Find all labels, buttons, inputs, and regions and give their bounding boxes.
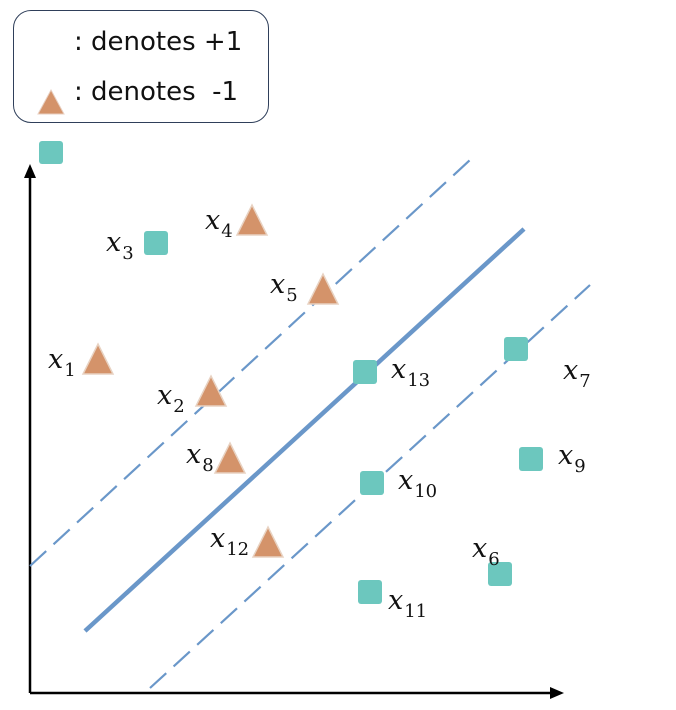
point-label-x11-var: x <box>388 585 403 616</box>
point-label-x10: x10 <box>398 465 437 502</box>
legend-box: : denotes +1 : denotes -1 <box>13 10 269 164</box>
point-label-x4: x4 <box>205 205 233 242</box>
point-marker-x12-triangle <box>251 525 285 558</box>
decision-boundary-line <box>83 227 526 633</box>
point-label-x2-var: x <box>157 380 172 411</box>
point-label-x8-var: x <box>186 439 201 470</box>
point-label-x10-sub: 10 <box>414 481 437 502</box>
point-marker-x6-square <box>488 562 512 586</box>
point-label-x12-var: x <box>210 523 225 554</box>
point-label-x5-sub: 5 <box>286 285 297 306</box>
point-label-x6-var: x <box>472 533 487 564</box>
point-marker-x13-square <box>353 360 377 384</box>
point-marker-x2-triangle <box>194 374 228 407</box>
point-label-x4-sub: 4 <box>221 221 232 242</box>
point-label-x7: x7 <box>563 355 591 392</box>
point-marker-x5-triangle <box>306 272 340 305</box>
point-marker-x10-square <box>360 471 384 495</box>
point-label-x1-sub: 1 <box>64 360 75 381</box>
point-label-x12-sub: 12 <box>226 539 249 560</box>
point-label-x13-sub: 13 <box>407 370 430 391</box>
point-label-x8-sub: 8 <box>202 455 213 476</box>
point-marker-x1-triangle <box>81 342 115 375</box>
point-label-x6-sub: 6 <box>488 549 499 570</box>
data-points <box>81 203 543 604</box>
point-label-x9-sub: 9 <box>574 456 585 477</box>
square-icon <box>36 78 66 164</box>
axes <box>24 164 564 699</box>
point-label-x9-var: x <box>558 440 573 471</box>
point-label-x5: x5 <box>270 269 298 306</box>
point-label-x1: x1 <box>48 344 76 381</box>
point-label-x3-var: x <box>106 227 121 258</box>
point-label-x13: x13 <box>391 354 430 391</box>
point-label-x4-var: x <box>205 205 220 236</box>
upper-margin-line <box>29 159 471 567</box>
point-label-x1-var: x <box>48 344 63 375</box>
point-label-x5-var: x <box>270 269 285 300</box>
point-label-x7-var: x <box>563 355 578 386</box>
point-marker-x7-square <box>504 337 528 361</box>
point-label-x9: x9 <box>558 440 586 477</box>
legend-entry-negative: : denotes -1 <box>36 77 239 164</box>
point-marker-x3-square <box>144 231 168 255</box>
y-axis-arrowhead <box>24 164 36 178</box>
point-marker-x11-square <box>358 580 382 604</box>
point-label-x2-sub: 2 <box>173 396 184 417</box>
triangle-icon <box>36 28 66 115</box>
point-label-x11-sub: 11 <box>404 601 427 622</box>
legend-label-negative: : denotes -1 <box>74 77 239 107</box>
point-marker-x4-triangle <box>235 203 269 236</box>
point-marker-x8-triangle <box>213 441 247 474</box>
point-label-x2: x2 <box>157 380 185 417</box>
x-axis-arrowhead <box>550 687 564 699</box>
point-label-x6: x6 <box>472 533 500 570</box>
point-label-x11: x11 <box>388 585 427 622</box>
point-label-x3-sub: 3 <box>122 243 133 264</box>
point-label-x8: x8 <box>186 439 214 476</box>
point-label-x7-sub: 7 <box>579 371 590 392</box>
point-label-x3: x3 <box>106 227 134 264</box>
legend-label-positive: : denotes +1 <box>74 27 243 57</box>
point-label-x13-var: x <box>391 354 406 385</box>
point-label-x12: x12 <box>210 523 249 560</box>
legend-entry-positive: : denotes +1 <box>36 27 243 115</box>
point-marker-x9-square <box>519 447 543 471</box>
point-label-x10-var: x <box>398 465 413 496</box>
